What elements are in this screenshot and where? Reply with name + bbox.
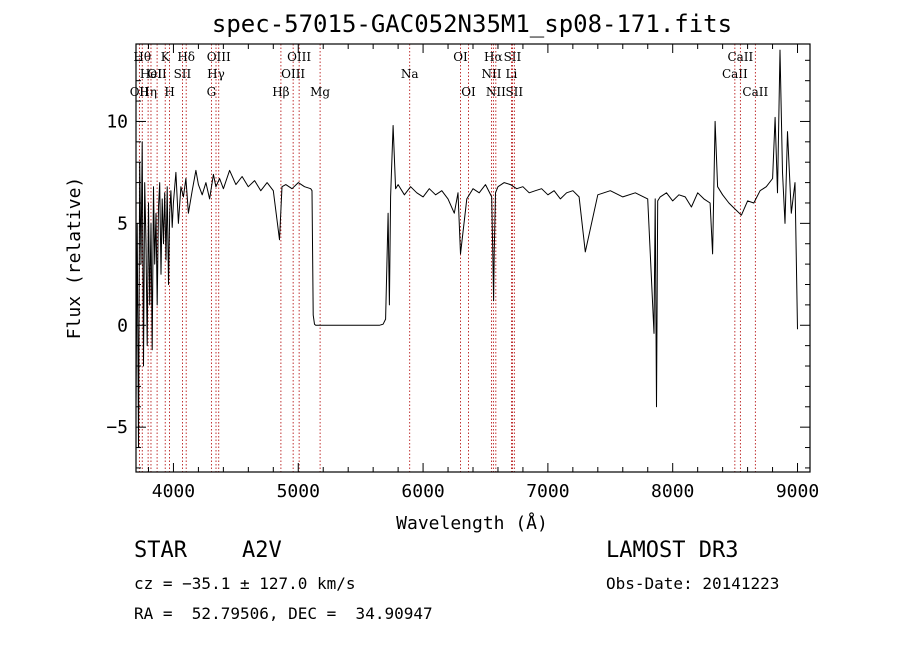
object-subclass: A2V — [242, 538, 282, 563]
spectral-line-label: OI — [461, 85, 476, 99]
x-tick-label: 7000 — [526, 481, 569, 502]
spectral-line-label: Hβ — [272, 85, 289, 99]
spectral-line-label: OII — [130, 85, 150, 99]
spectral-line-label: NII — [486, 85, 506, 99]
x-tick-label: 8000 — [651, 481, 694, 502]
y-tick-label: 5 — [117, 213, 128, 234]
x-tick-label: 4000 — [152, 481, 195, 502]
object-class: STAR — [134, 538, 187, 563]
spectral-line-label: Hδ — [177, 50, 195, 64]
series-layer — [135, 49, 798, 448]
spectral-line-label: NII — [481, 67, 501, 81]
spectral-line-label: Hγ — [207, 67, 225, 81]
spectral-line-label: SII — [174, 67, 192, 81]
x-tick-label: 5000 — [277, 481, 320, 502]
obs-date-text: Obs-Date: 20141223 — [606, 574, 780, 593]
coords-text: RA = 52.79506, DEC = 34.90947 — [134, 604, 433, 623]
plot-frame — [135, 43, 811, 473]
spectral-line-label: Na — [401, 67, 419, 81]
x-axis-label: Wavelength (Å) — [396, 512, 548, 534]
spectral-line-label: H — [164, 85, 174, 99]
spectral-line-label: SII — [504, 50, 522, 64]
spectral-line-label: CaII — [742, 85, 768, 99]
spectral-line-label: CaII — [722, 67, 748, 81]
x-tick-label: 9000 — [776, 481, 819, 502]
spectral-line-label: Mg — [310, 85, 330, 99]
flux-series-line — [135, 49, 798, 448]
spectral-lines-layer: OIIHθHηHeIOIIKHSIIHδGHγOIIIHβOIIIOIIIMgN… — [130, 44, 768, 472]
ticks-layer: 4000 5000 6000 7000 8000 9000 −5 0 5 10 — [106, 44, 819, 502]
spectral-line-label: OII — [147, 67, 167, 81]
y-tick-label: 10 — [106, 111, 128, 132]
chart-title: spec-57015-GAC052N35M1_sp08-171.fits — [212, 10, 732, 38]
spectral-line-label: CaII — [727, 50, 753, 64]
survey-name: LAMOST DR3 — [606, 538, 739, 563]
spectral-line-label: Hα — [484, 50, 503, 64]
redshift-text: cz = −35.1 ± 127.0 km/s — [134, 574, 356, 593]
spectral-line-label: K — [161, 50, 171, 64]
x-tick-label: 6000 — [401, 481, 444, 502]
spectral-line-label: SII — [505, 85, 523, 99]
spectral-line-label: OIII — [207, 50, 231, 64]
spectral-line-label: OI — [453, 50, 468, 64]
spectral-line-label: Li — [506, 67, 518, 81]
spectral-line-label: OIII — [287, 50, 311, 64]
spectral-line-label: Hη — [139, 85, 157, 99]
y-tick-label: −5 — [106, 417, 128, 438]
y-axis-label: Flux (relative) — [64, 177, 85, 340]
y-tick-label: 0 — [117, 315, 128, 336]
spectral-line-label: HeI — [140, 67, 163, 81]
spectral-line-label: G — [207, 85, 217, 99]
spectral-line-label: OIII — [281, 67, 305, 81]
